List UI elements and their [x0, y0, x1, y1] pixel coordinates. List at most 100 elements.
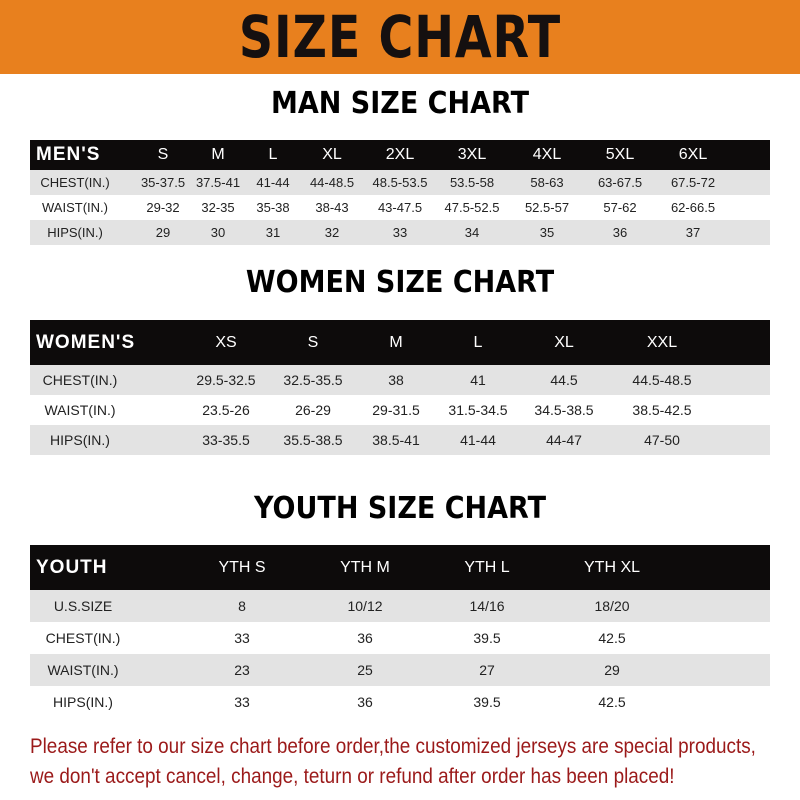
notice-line: we don't accept cancel, change, teturn o… — [30, 765, 675, 788]
table-category-label: YOUTH — [36, 557, 108, 578]
measurement-value: 42.5 — [598, 630, 626, 646]
measurement-value: 47-50 — [644, 432, 680, 448]
size-column-header: M — [389, 334, 403, 351]
measurement-label: HIPS(IN.) — [53, 694, 113, 710]
size-column-header: XL — [554, 334, 574, 351]
measurement-value: 38.5-42.5 — [632, 402, 692, 418]
measurement-value: 47.5-52.5 — [444, 200, 500, 215]
size-column-header: 6XL — [678, 146, 708, 163]
table-row: CHEST(IN.) 33 36 39.5 42.5 — [30, 622, 770, 654]
table-row: WAIST(IN.) 23.5-26 26-29 29-31.5 31.5-34.5 34… — [30, 395, 770, 425]
measurement-value: 27 — [479, 662, 495, 678]
measurement-value: 31.5-34.5 — [448, 402, 508, 418]
table-row: CHEST(IN.) 35-37.5 37.5-41 41-44 44-48.5 48.5… — [30, 170, 770, 195]
size-column-header: S — [157, 146, 169, 163]
table-category-label: WOMEN'S — [36, 332, 136, 353]
measurement-value: 63-67.5 — [597, 175, 643, 190]
measurement-label: CHEST(IN.) — [40, 175, 110, 190]
measurement-value: 34 — [464, 225, 480, 240]
measurement-value: 33 — [234, 630, 250, 646]
measurement-label: CHEST(IN.) — [45, 630, 121, 646]
measurement-label: HIPS(IN.) — [50, 432, 110, 448]
measurement-value: 44-48.5 — [309, 175, 355, 190]
measurement-value: 41 — [470, 372, 486, 388]
size-column-header: 3XL — [457, 146, 487, 163]
size-column-header: XXL — [646, 334, 678, 351]
table-row: CHEST(IN.) 29.5-32.5 32.5-35.5 38 41 44.5 44.5… — [30, 365, 770, 395]
measurement-value: 34.5-38.5 — [534, 402, 594, 418]
measurement-value: 33-35.5 — [202, 432, 250, 448]
measurement-value: 26-29 — [295, 402, 331, 418]
measurement-value: 25 — [357, 662, 373, 678]
measurement-value: 38.5-41 — [372, 432, 420, 448]
measurement-value: 29 — [604, 662, 620, 678]
measurement-label: CHEST(IN.) — [42, 372, 118, 388]
table-row: U.S.SIZE 8 10/12 14/16 18/20 — [30, 590, 770, 622]
measurement-value: 18/20 — [594, 598, 630, 614]
measurement-label: U.S.SIZE — [53, 598, 113, 614]
table-row: WAIST(IN.) 29-32 32-35 35-38 38-43 43-47.5 47.… — [30, 195, 770, 220]
measurement-value: 32-35 — [201, 200, 235, 215]
measurement-value: 38-43 — [315, 200, 349, 215]
measurement-value: 53.5-58 — [449, 175, 495, 190]
men-section-title: MAN SIZE CHART — [271, 86, 529, 121]
measurement-value: 42.5 — [598, 694, 626, 710]
table-row: HIPS(IN.) 33-35.5 35.5-38.5 38.5-41 41-44 44-… — [30, 425, 770, 455]
measurement-value: 36 — [357, 630, 373, 646]
measurement-value: 37.5-41 — [195, 175, 241, 190]
measurement-label: WAIST(IN.) — [44, 402, 116, 418]
measurement-value: 44-47 — [546, 432, 582, 448]
youth-size-table: YOUTH YTH S YTH M YTH L YTH XL U.S.SIZE 8 10/12… — [30, 545, 770, 718]
table-row: HIPS(IN.) 29 30 31 32 33 34 35 36 37 — [30, 220, 770, 245]
measurement-label: HIPS(IN.) — [47, 225, 103, 240]
measurement-value: 36 — [612, 225, 628, 240]
measurement-value: 29.5-32.5 — [196, 372, 256, 388]
measurement-value: 39.5 — [473, 694, 501, 710]
women-section-title: WOMEN SIZE CHART — [245, 265, 555, 300]
table-header-row: WOMEN'S XS S M L XL XXL — [30, 320, 770, 365]
size-column-header: 4XL — [532, 146, 562, 163]
measurement-value: 35-37.5 — [140, 175, 186, 190]
size-column-header: S — [307, 334, 319, 351]
size-column-header: 5XL — [605, 146, 635, 163]
measurement-value: 52.5-57 — [524, 200, 570, 215]
women-size-table: WOMEN'S XS S M L XL XXL CHEST(IN.) 29.5-32.5 32.5… — [30, 320, 770, 455]
measurement-value: 29-32 — [146, 200, 180, 215]
size-column-header: XL — [322, 146, 342, 163]
main-title: SIZE CHART — [238, 3, 562, 71]
table-header-row: MEN'S S M L XL 2XL 3XL 4XL 5XL 6XL — [30, 140, 770, 170]
measurement-value: 29 — [155, 225, 171, 240]
measurement-value: 41-44 — [460, 432, 496, 448]
size-column-header: L — [473, 334, 483, 351]
measurement-value: 48.5-53.5 — [372, 175, 428, 190]
size-column-header: YTH L — [464, 559, 510, 576]
table-header-row: YOUTH YTH S YTH M YTH L YTH XL — [30, 545, 770, 590]
measurement-value: 29-31.5 — [372, 402, 420, 418]
measurement-value: 23.5-26 — [202, 402, 250, 418]
measurement-value: 33 — [234, 694, 250, 710]
measurement-value: 38 — [388, 372, 404, 388]
size-column-header: YTH M — [340, 559, 390, 576]
measurement-value: 10/12 — [347, 598, 383, 614]
measurement-value: 31 — [265, 225, 281, 240]
table-category-label: MEN'S — [36, 144, 101, 165]
measurement-value: 30 — [210, 225, 226, 240]
measurement-value: 32 — [324, 225, 340, 240]
men-size-table: MEN'S S M L XL 2XL 3XL 4XL 5XL 6XL CHEST(IN.) 35-37… — [30, 140, 770, 245]
measurement-value: 43-47.5 — [377, 200, 423, 215]
size-column-header: 2XL — [385, 146, 415, 163]
size-column-header: XS — [215, 334, 237, 351]
measurement-value: 36 — [357, 694, 373, 710]
measurement-value: 44.5 — [550, 372, 578, 388]
notice-line: Please refer to our size chart before or… — [30, 735, 756, 758]
measurement-value: 62-66.5 — [670, 200, 716, 215]
measurement-value: 39.5 — [473, 630, 501, 646]
size-column-header: M — [211, 146, 225, 163]
youth-section-title: YOUTH SIZE CHART — [253, 491, 547, 526]
measurement-value: 35.5-38.5 — [283, 432, 343, 448]
measurement-value: 23 — [234, 662, 250, 678]
measurement-value: 35-38 — [256, 200, 290, 215]
measurement-label: WAIST(IN.) — [42, 200, 108, 215]
measurement-value: 44.5-48.5 — [632, 372, 692, 388]
size-column-header: YTH XL — [583, 559, 641, 576]
